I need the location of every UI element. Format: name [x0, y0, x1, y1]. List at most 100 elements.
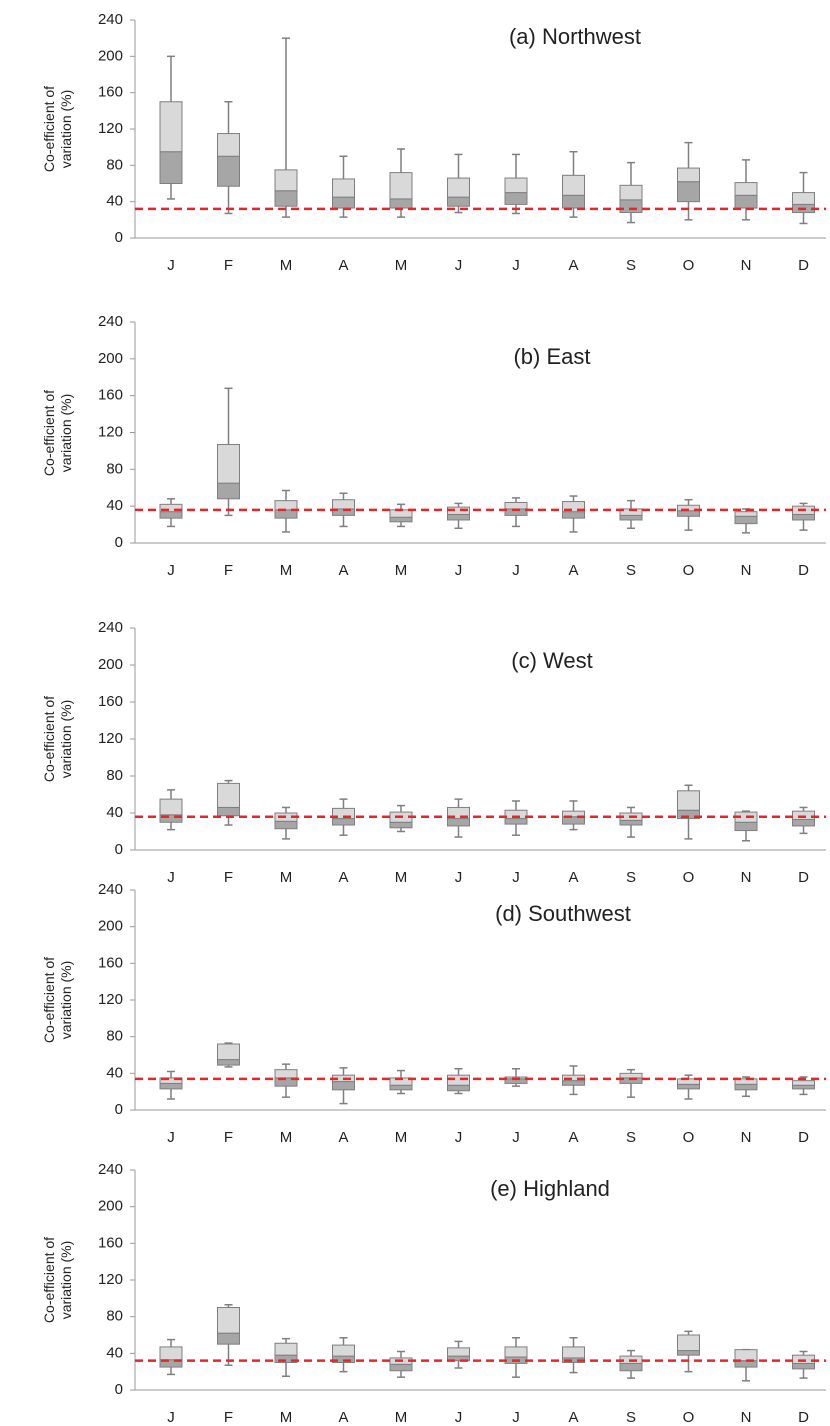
- y-axis-label: Co-efficient of variation (%): [41, 1236, 74, 1324]
- x-tick-label: N: [741, 1129, 752, 1146]
- x-tick-label: S: [626, 257, 636, 274]
- x-tick-label: J: [167, 1409, 175, 1426]
- box-lower: [447, 1084, 470, 1092]
- x-tick-label: D: [798, 1129, 809, 1146]
- x-tick-label: M: [395, 562, 408, 579]
- box-upper: [677, 167, 700, 183]
- x-tick-label: M: [395, 1409, 408, 1426]
- y-tick-label: 200: [98, 350, 123, 367]
- box-lower: [217, 806, 240, 817]
- box-lower: [389, 198, 413, 209]
- y-tick-label: 200: [98, 656, 123, 673]
- box-lower: [619, 819, 643, 826]
- box-lower: [217, 155, 240, 187]
- box-upper: [332, 807, 355, 820]
- box-lower: [217, 1059, 240, 1066]
- box-lower: [274, 190, 298, 207]
- box-upper: [562, 1346, 585, 1359]
- box-lower: [447, 818, 470, 827]
- x-tick-label: A: [338, 1129, 348, 1146]
- box-upper: [504, 1346, 528, 1358]
- x-tick-label: F: [224, 257, 233, 274]
- box-upper: [504, 177, 528, 194]
- x-tick-label: J: [167, 1129, 175, 1146]
- y-tick-label: 160: [98, 84, 123, 101]
- x-tick-label: S: [626, 562, 636, 579]
- box-upper: [504, 809, 528, 820]
- y-tick-label: 160: [98, 387, 123, 404]
- box-lower: [447, 513, 470, 521]
- box-lower: [562, 194, 585, 209]
- x-tick-label: O: [683, 562, 695, 579]
- box-upper: [217, 133, 240, 157]
- box-upper: [734, 1349, 758, 1362]
- x-tick-label: A: [568, 1409, 578, 1426]
- x-tick-label: M: [395, 1129, 408, 1146]
- box-lower: [217, 1332, 240, 1345]
- x-tick-label: M: [395, 869, 408, 886]
- x-tick-label: J: [455, 1409, 463, 1426]
- x-tick-label: M: [280, 1129, 293, 1146]
- x-tick-label: M: [280, 257, 293, 274]
- x-tick-label: A: [568, 869, 578, 886]
- box-upper: [274, 1069, 298, 1079]
- y-tick-label: 120: [98, 423, 123, 440]
- x-tick-label: D: [798, 869, 809, 886]
- box-lower: [332, 818, 355, 826]
- x-tick-label: J: [512, 257, 520, 274]
- x-tick-label: D: [798, 1409, 809, 1426]
- y-tick-label: 40: [106, 497, 123, 514]
- y-axis-label: Co-efficient of variation (%): [41, 389, 74, 476]
- box-lower: [447, 196, 470, 207]
- box-lower: [734, 1083, 758, 1091]
- box-upper: [159, 1346, 183, 1361]
- x-tick-label: F: [224, 1129, 233, 1146]
- y-tick-label: 80: [106, 460, 123, 477]
- y-tick-label: 0: [115, 1101, 123, 1118]
- y-tick-label: 0: [115, 534, 123, 551]
- y-tick-label: 0: [115, 1381, 123, 1398]
- x-tick-label: O: [683, 1409, 695, 1426]
- box-lower: [389, 516, 413, 523]
- box-upper: [217, 782, 240, 808]
- y-tick-label: 160: [98, 954, 123, 971]
- x-tick-label: O: [683, 257, 695, 274]
- x-tick-label: J: [512, 869, 520, 886]
- box-upper: [159, 798, 183, 816]
- chart-title: (a) Northwest: [509, 24, 641, 49]
- y-tick-label: 40: [106, 804, 123, 821]
- box-lower: [389, 821, 413, 829]
- x-tick-label: S: [626, 1129, 636, 1146]
- x-tick-label: D: [798, 257, 809, 274]
- x-tick-label: M: [395, 257, 408, 274]
- box-upper: [792, 1354, 815, 1364]
- box-lower: [792, 1362, 815, 1370]
- box-lower: [332, 196, 355, 209]
- box-lower: [619, 199, 643, 214]
- box-upper: [792, 810, 815, 820]
- box-lower: [159, 511, 183, 519]
- y-tick-label: 200: [98, 47, 123, 64]
- box-upper: [274, 169, 298, 192]
- box-lower: [734, 194, 758, 209]
- y-axis-label: Co-efficient of variation (%): [41, 85, 74, 173]
- box-upper: [389, 172, 413, 200]
- box-lower: [619, 1362, 643, 1372]
- box-lower: [389, 1084, 413, 1091]
- box-lower: [792, 818, 815, 827]
- x-tick-label: A: [338, 1409, 348, 1426]
- box-lower: [504, 192, 528, 205]
- x-tick-label: A: [568, 562, 578, 579]
- box-lower: [274, 820, 298, 830]
- y-tick-label: 240: [98, 1161, 123, 1178]
- x-tick-label: J: [512, 1129, 520, 1146]
- x-tick-label: F: [224, 869, 233, 886]
- y-tick-label: 80: [106, 156, 123, 173]
- x-tick-label: A: [568, 1129, 578, 1146]
- box-upper: [734, 511, 758, 517]
- y-tick-label: 80: [106, 1308, 123, 1325]
- box-lower: [159, 151, 183, 184]
- x-tick-label: J: [455, 869, 463, 886]
- box-upper: [217, 1043, 240, 1061]
